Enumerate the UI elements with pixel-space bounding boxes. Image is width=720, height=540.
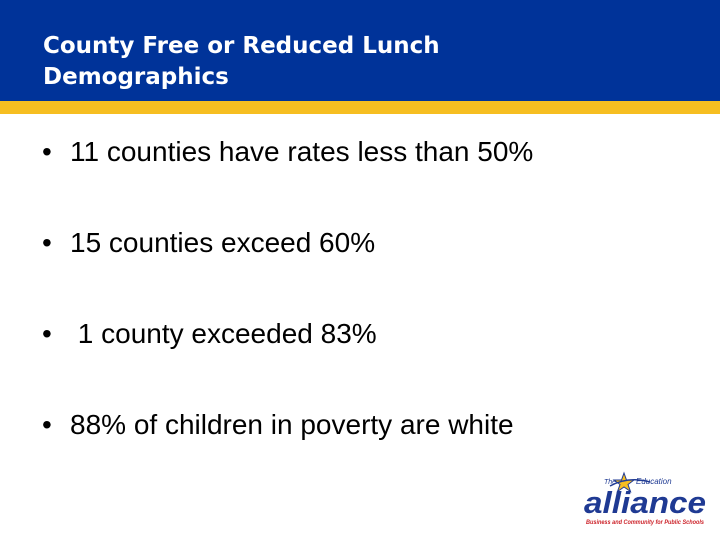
bullet-item: • 15 counties exceed 60%	[42, 221, 533, 312]
bullet-text: 88% of children in poverty are white	[70, 409, 514, 440]
bullet-text: 15 counties exceed 60%	[70, 227, 376, 258]
header-accent-stripe	[0, 101, 720, 114]
bullet-item: • 1 county exceeded 83%	[42, 312, 533, 403]
header-band	[0, 0, 720, 101]
swoosh-icon	[609, 479, 651, 487]
logo-the: The	[604, 479, 616, 486]
bullet-text: 1 county exceeded 83%	[70, 318, 377, 349]
logo-alliance: alliance	[584, 485, 706, 520]
bullet-list: • 11 counties have rates less than 50% • 1…	[42, 130, 533, 494]
bullet-glyph: •	[42, 227, 52, 258]
bullet-glyph: •	[42, 136, 52, 167]
logo-tagline: Business and Community for Public School…	[586, 520, 705, 526]
bullet-item: • 11 counties have rates less than 50%	[42, 130, 533, 221]
slide-title: County Free or Reduced Lunch Demographic…	[43, 33, 440, 90]
bullet-glyph: •	[42, 318, 52, 349]
bullet-glyph: •	[42, 409, 52, 440]
bullet-text: 11 counties have rates less than 50%	[70, 136, 534, 167]
logo-education: Education	[636, 477, 672, 486]
bullet-item: • 88% of children in poverty are white	[42, 403, 533, 494]
education-alliance-logo: The Education alliance Business and Comm…	[584, 471, 706, 526]
